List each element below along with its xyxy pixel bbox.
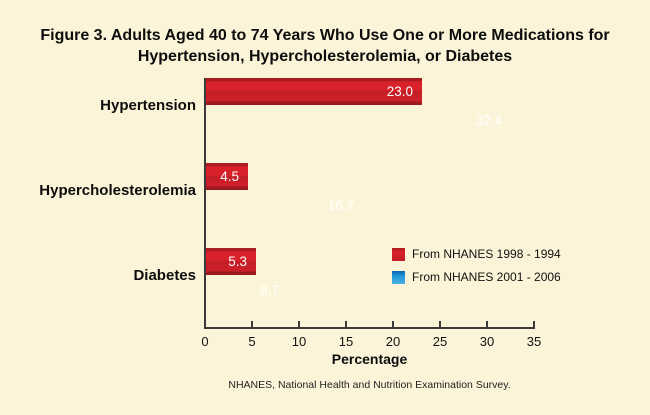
bar-value-label-hypertension-series-2: 32.4 [475,113,502,128]
legend-item-nhanes-1998-1994: From NHANES 1998 - 1994 [392,246,561,262]
bar-value-label-hypercholesterolemia-series-2: 16.7 [327,198,354,213]
x-tick-label-10: 10 [291,334,307,349]
legend-swatch-blue [392,270,405,284]
chart-title-line-1: Figure 3. Adults Aged 40 to 74 Years Who… [40,27,610,44]
x-tick-label-35: 35 [526,334,542,349]
x-tick-label-30: 30 [479,334,495,349]
chart-title: Figure 3. Adults Aged 40 to 74 Years Who… [0,25,650,67]
chart-footnote: NHANES, National Health and Nutrition Ex… [228,379,511,391]
bar-hypercholesterolemia-series-2: 16.7 [206,192,363,219]
legend: From NHANES 1998 - 1994 From NHANES 2001… [392,246,561,292]
bar-hypercholesterolemia-series-1: 4.5 [206,163,248,190]
x-axis-title: Percentage [331,351,408,367]
x-tick-label-5: 5 [248,334,256,349]
chart-title-line-2: Hypertension, Hypercholesterolemia, or D… [137,48,513,65]
x-tick-30 [486,321,488,327]
bar-value-label-diabetes-series-1: 5.3 [228,254,247,269]
x-tick-35 [533,321,535,327]
bar-hypertension-series-1: 23.0 [206,78,422,105]
bar-value-label-hypertension-series-1: 23.0 [386,84,413,99]
bar-diabetes-series-2: 8.7 [206,277,288,304]
legend-swatch-red [392,247,405,261]
x-tick-label-15: 15 [338,334,354,349]
x-tick-25 [439,321,441,327]
bar-hypertension-series-2: 32.4 [206,107,511,134]
x-tick-20 [392,321,394,327]
bar-value-label-hypercholesterolemia-series-1: 4.5 [220,169,239,184]
y-axis-line [204,78,206,329]
x-axis-line [204,327,535,329]
bar-value-label-diabetes-series-2: 8.7 [260,283,279,298]
category-label-hypertension: Hypertension [100,97,196,114]
legend-item-nhanes-2001-2006: From NHANES 2001 - 2006 [392,269,561,285]
bar-diabetes-series-1: 5.3 [206,248,256,275]
x-tick-label-25: 25 [432,334,448,349]
category-label-diabetes: Diabetes [133,267,196,284]
x-tick-5 [251,321,253,327]
x-tick-label-20: 20 [385,334,401,349]
x-tick-10 [298,321,300,327]
legend-label-nhanes-1998-1994: From NHANES 1998 - 1994 [412,247,561,261]
category-label-hypercholesterolemia: Hypercholesterolemia [39,182,196,199]
legend-label-nhanes-2001-2006: From NHANES 2001 - 2006 [412,270,561,284]
x-tick-15 [345,321,347,327]
x-tick-label-0: 0 [201,334,209,349]
